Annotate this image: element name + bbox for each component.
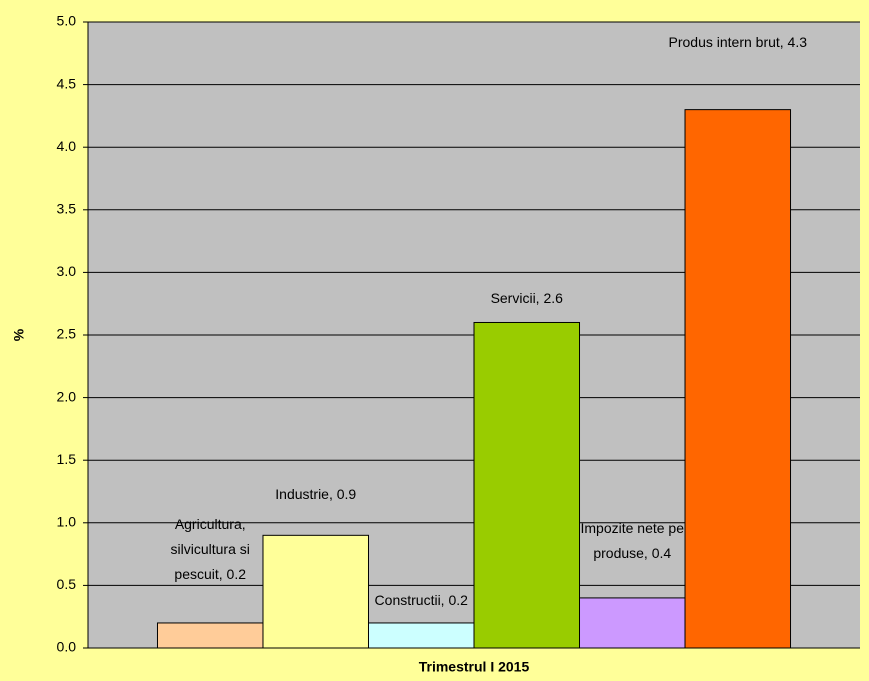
- data-label: Impozite nete pe produse, 0.4: [580, 520, 684, 561]
- y-tick-label: 4.5: [57, 75, 77, 91]
- bar: [579, 597, 686, 649]
- y-tick-label: 0.0: [57, 639, 77, 655]
- data-label: Industrie, 0.9: [275, 486, 357, 502]
- bar: [262, 534, 369, 649]
- bar: [367, 622, 475, 649]
- data-label: Agricultura, silvicultura si pescuit, 0.…: [170, 516, 250, 582]
- y-tick-label: 3.0: [57, 263, 77, 279]
- y-tick-label: 1.0: [57, 514, 77, 530]
- data-label: Servicii, 2.6: [490, 290, 563, 306]
- data-label: Constructii, 0.2: [374, 592, 468, 608]
- y-tick-label: 1.5: [57, 451, 77, 467]
- bar: [684, 109, 792, 649]
- y-axis-label: %: [11, 328, 27, 341]
- bar: [473, 321, 581, 649]
- y-tick-label: 2.5: [57, 326, 77, 342]
- y-tick-label: 4.0: [57, 138, 77, 154]
- data-label: Produs intern brut, 4.3: [668, 34, 808, 50]
- bar: [156, 622, 264, 649]
- y-tick-label: 0.5: [57, 576, 77, 592]
- y-tick-label: 2.0: [57, 388, 77, 404]
- y-tick-label: 3.5: [57, 201, 77, 217]
- x-tick-label: Trimestrul I 2015: [419, 659, 530, 675]
- y-tick-label: 5.0: [57, 13, 77, 29]
